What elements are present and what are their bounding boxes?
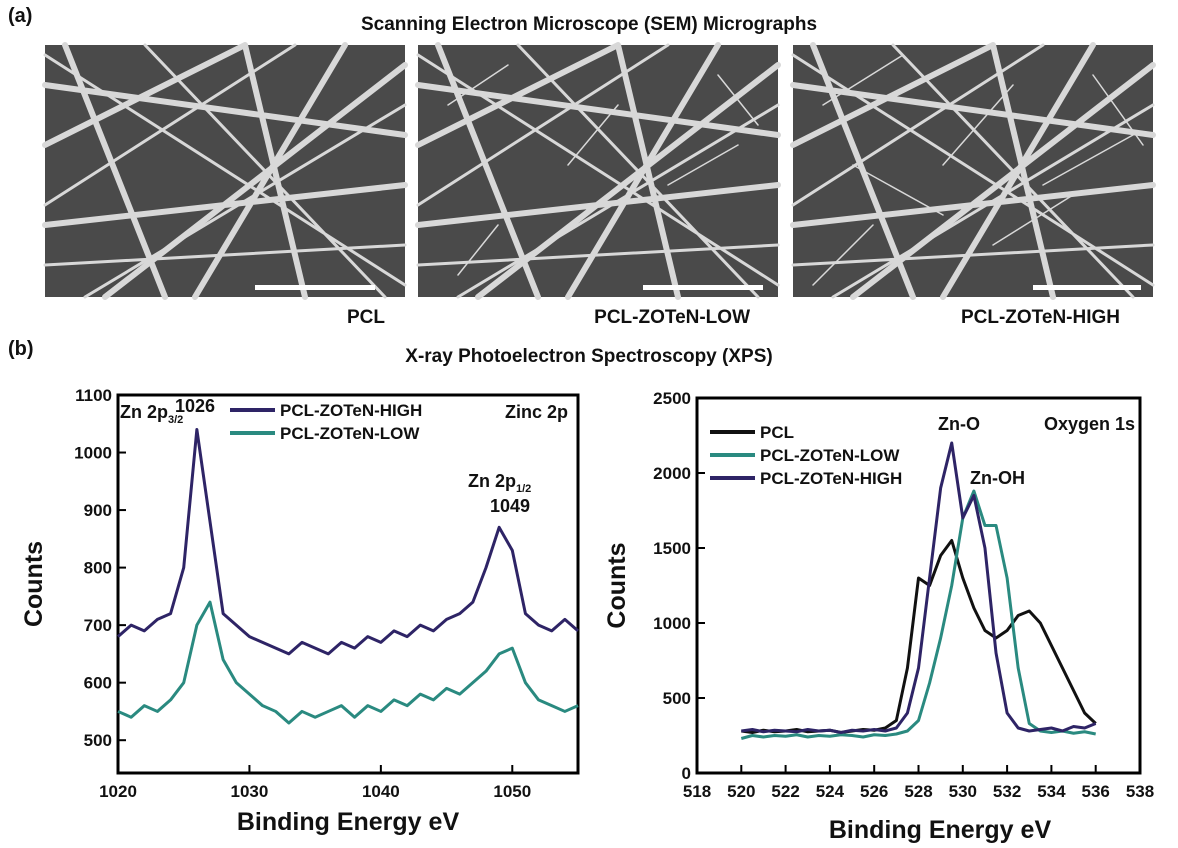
x-tick-label: 538 [1126,782,1154,801]
panel-label: (b) [8,338,34,360]
annotation: 1026 [175,396,215,416]
x-tick-label: 520 [727,782,755,801]
y-tick-label: 800 [84,559,112,578]
x-tick-label: 518 [683,782,711,801]
legend-label: PCL [760,423,794,442]
annotation-text: 1026 [175,396,215,416]
x-tick-label: 1040 [362,782,400,801]
y-tick-label: 600 [84,674,112,693]
plot-frame [118,395,578,773]
y-tick-label: 700 [84,616,112,635]
x-tick-label: 522 [771,782,799,801]
figure: (a) Scanning Electron Microscope (SEM) M… [0,0,1178,843]
y-axis-label: Counts [20,541,48,627]
annotation-text: Zn 2p [468,471,516,491]
panel-title: X-ray Photoelectron Spectroscopy (XPS) [405,346,772,367]
y-tick-label: 1000 [653,614,691,633]
x-tick-label: 530 [949,782,977,801]
series-line [741,541,1095,733]
annotation: Zinc 2p [505,402,568,422]
annotation-text: Zn-O [938,414,980,434]
sem-image [418,45,778,297]
annotation-text: Zn-OH [970,468,1025,488]
series-line [118,430,578,654]
x-tick-label: 536 [1082,782,1110,801]
x-tick-label: 528 [904,782,932,801]
annotation-text: Oxygen 1s [1044,414,1135,434]
y-tick-label: 0 [682,764,691,783]
panel-title: Scanning Electron Microscope (SEM) Micro… [361,14,817,35]
legend-label: PCL-ZOTeN-HIGH [760,469,902,488]
series-line [118,602,578,723]
y-tick-label: 1000 [74,444,112,463]
annotation: Zn-OH [970,468,1025,488]
y-tick-label: 500 [84,731,112,750]
annotation: Zn-O [938,414,980,434]
sem-image [45,45,405,297]
annotation: Oxygen 1s [1044,414,1135,434]
annotation-text: Zn 2p [120,402,168,422]
x-tick-label: 534 [1037,782,1066,801]
sem-image [793,45,1153,297]
legend-label: PCL-ZOTeN-LOW [280,424,420,443]
x-tick-label: 532 [993,782,1021,801]
x-tick-label: 1050 [493,782,531,801]
annotation-text: 1049 [490,496,530,516]
y-tick-label: 2500 [653,389,691,408]
legend-label: PCL-ZOTeN-LOW [760,446,900,465]
panel-label: (a) [8,5,32,27]
annotation: Zn 2p3/2 [120,402,183,426]
legend-label: PCL-ZOTeN-HIGH [280,401,422,420]
image-caption: PCL [347,307,385,328]
x-tick-label: 526 [860,782,888,801]
y-tick-label: 1100 [75,386,112,405]
series-line [741,491,1095,739]
annotation-subscript: 1/2 [516,483,531,495]
annotation: Zn 2p1/2 [468,471,531,495]
y-tick-label: 1500 [653,539,691,558]
y-tick-label: 900 [84,501,112,520]
x-axis-label: Binding Energy eV [829,816,1052,843]
image-caption: PCL-ZOTeN-HIGH [961,307,1120,328]
x-tick-label: 524 [816,782,845,801]
image-caption: PCL-ZOTeN-LOW [594,307,750,328]
annotation-text: Zinc 2p [505,402,568,422]
annotation: 1049 [490,496,530,516]
x-axis-label: Binding Energy eV [237,808,460,836]
y-tick-label: 2000 [653,464,691,483]
y-tick-label: 500 [663,689,691,708]
y-axis-label: Counts [603,542,631,628]
x-tick-label: 1030 [231,782,269,801]
x-tick-label: 1020 [99,782,137,801]
